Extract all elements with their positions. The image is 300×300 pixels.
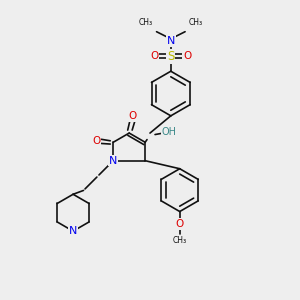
Text: CH₃: CH₃ xyxy=(173,236,187,245)
Text: CH₃: CH₃ xyxy=(189,18,203,27)
Text: O: O xyxy=(92,136,100,146)
Text: O: O xyxy=(183,51,191,62)
Text: N: N xyxy=(109,156,117,166)
Text: O: O xyxy=(176,219,184,229)
Text: O: O xyxy=(150,51,159,62)
Text: OH: OH xyxy=(162,127,177,137)
Text: CH₃: CH₃ xyxy=(139,18,153,27)
Text: N: N xyxy=(69,226,77,236)
Text: O: O xyxy=(129,111,137,121)
Text: N: N xyxy=(167,36,175,46)
Text: S: S xyxy=(167,50,175,63)
